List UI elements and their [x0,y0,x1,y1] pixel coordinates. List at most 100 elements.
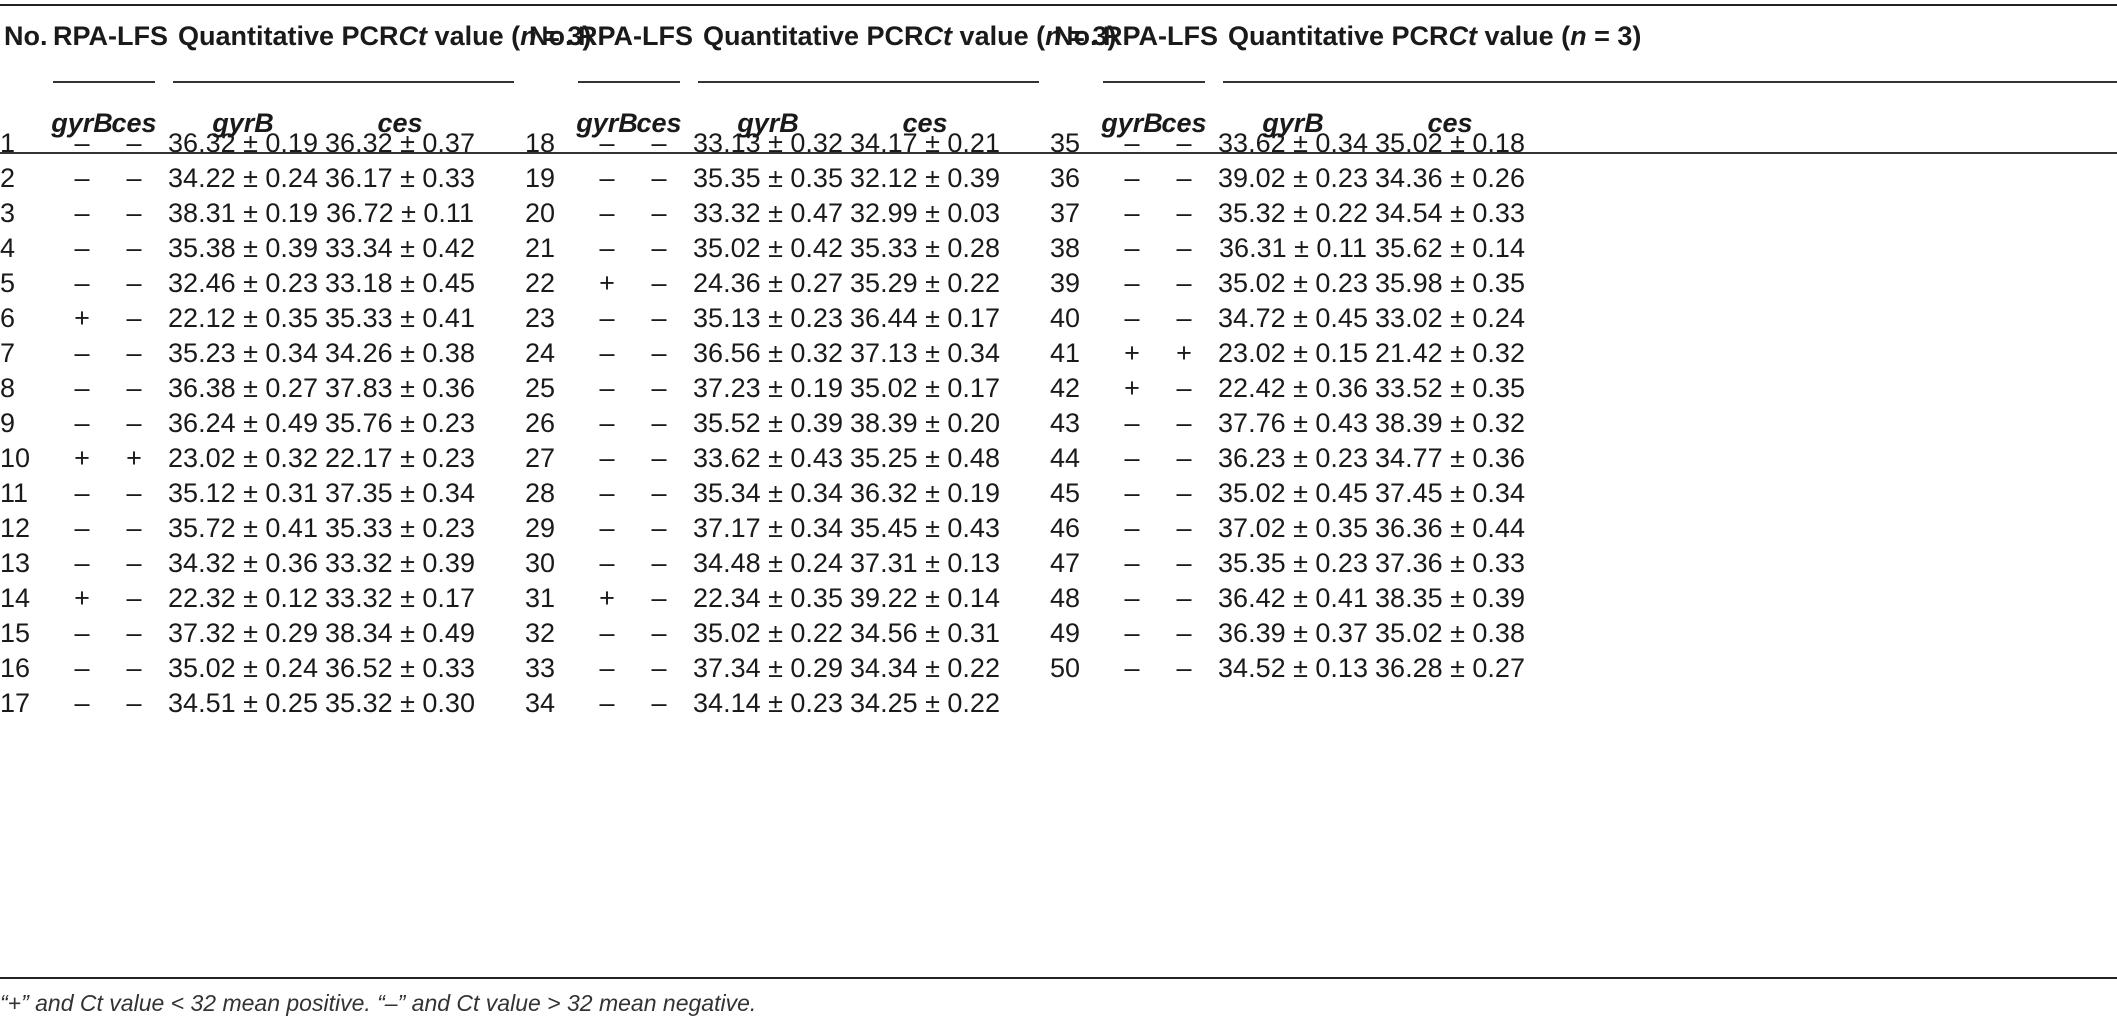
cell-rpa-ces: – [1176,618,1192,648]
cell-rpa-ces: – [126,338,142,368]
cell-sample-no: 43 [1050,408,1081,438]
subheader-gyrb-ct: gyrB [1262,108,1324,138]
cell-sample-no: 23 [525,303,556,333]
cell-ct-gyrb: 35.32 ± 0.22 [1218,198,1368,228]
subheader-ces-rpa: ces [636,108,682,138]
cell-rpa-gyrb: – [1124,583,1140,613]
cell-ct-ces: 35.33 ± 0.28 [850,233,1000,263]
cell-rpa-ces: – [651,198,667,228]
cell-ct-gyrb: 34.51 ± 0.25 [168,688,318,718]
cell-sample-no: 20 [525,198,556,228]
cell-sample-no: 30 [525,548,556,578]
cell-sample-no: 19 [525,163,556,193]
qpcr-span-rule [1223,81,2117,83]
rpa-lfs-span-rule [53,81,155,83]
cell-ct-gyrb: 24.36 ± 0.27 [693,268,843,298]
cell-rpa-ces: – [126,268,142,298]
cell-rpa-gyrb: – [1124,163,1140,193]
cell-ct-gyrb: 36.56 ± 0.32 [693,338,843,368]
cell-ct-ces: 33.32 ± 0.39 [325,548,475,578]
cell-rpa-gyrb: – [599,128,615,158]
cell-ct-ces: 34.17 ± 0.21 [850,128,1000,158]
cell-ct-gyrb: 35.34 ± 0.34 [693,478,843,508]
cell-sample-no: 24 [525,338,556,368]
cell-rpa-gyrb: + [1124,338,1140,368]
cell-ct-gyrb: 38.31 ± 0.19 [168,198,318,228]
cell-sample-no: 47 [1050,548,1081,578]
qpcr-span-rule [698,81,1039,83]
cell-ct-ces: 35.76 ± 0.23 [325,408,475,438]
cell-ct-gyrb: 37.17 ± 0.34 [693,513,843,543]
cell-ct-gyrb: 35.38 ± 0.39 [168,233,318,263]
cell-rpa-gyrb: + [1124,373,1140,403]
cell-rpa-ces: – [126,688,142,718]
cell-ct-ces: 38.39 ± 0.20 [850,408,1000,438]
cell-ct-ces: 33.02 ± 0.24 [1375,303,1525,333]
cell-ct-gyrb: 36.32 ± 0.19 [168,128,318,158]
cell-rpa-ces: – [126,478,142,508]
cell-sample-no: 5 [0,268,16,298]
cell-rpa-gyrb: – [599,478,615,508]
cell-rpa-gyrb: – [74,688,90,718]
cell-ct-ces: 36.36 ± 0.44 [1375,513,1525,543]
cell-ct-ces: 33.52 ± 0.35 [1375,373,1525,403]
cell-ct-gyrb: 36.23 ± 0.23 [1218,443,1368,473]
cell-rpa-gyrb: – [74,338,90,368]
rpa-lfs-span-rule [1103,81,1205,83]
header-no: No. [1054,21,1098,51]
cell-rpa-gyrb: – [1124,408,1140,438]
cell-rpa-gyrb: – [74,198,90,228]
cell-ct-ces: 34.36 ± 0.26 [1375,163,1525,193]
cell-rpa-ces: – [1176,163,1192,193]
cell-rpa-ces: – [1176,513,1192,543]
cell-sample-no: 44 [1050,443,1081,473]
cell-sample-no: 37 [1050,198,1081,228]
cell-sample-no: 13 [0,548,31,578]
cell-ct-gyrb: 36.39 ± 0.37 [1218,618,1368,648]
cell-sample-no: 29 [525,513,556,543]
cell-sample-no: 39 [1050,268,1081,298]
cell-rpa-gyrb: – [599,198,615,228]
subheader-gyrb-ct: gyrB [212,108,274,138]
cell-ct-gyrb: 37.23 ± 0.19 [693,373,843,403]
cell-rpa-gyrb: – [74,268,90,298]
subheader-ces-ct: ces [377,108,423,138]
cell-rpa-ces: – [1176,443,1192,473]
cell-ct-ces: 35.02 ± 0.17 [850,373,1000,403]
cell-ct-ces: 36.44 ± 0.17 [850,303,1000,333]
cell-ct-ces: 38.35 ± 0.39 [1375,583,1525,613]
cell-rpa-gyrb: – [599,443,615,473]
cell-ct-ces: 35.25 ± 0.48 [850,443,1000,473]
cell-ct-gyrb: 35.02 ± 0.23 [1218,268,1368,298]
table-footnote: “+” and Ct value < 32 mean positive. “–”… [0,990,757,1016]
cell-ct-ces: 32.99 ± 0.03 [850,198,1000,228]
cell-sample-no: 22 [525,268,556,298]
cell-rpa-ces: – [651,338,667,368]
cell-rpa-ces: – [651,408,667,438]
cell-ct-gyrb: 34.48 ± 0.24 [693,548,843,578]
cell-sample-no: 32 [525,618,556,648]
cell-sample-no: 33 [525,653,556,683]
cell-ct-gyrb: 35.02 ± 0.24 [168,653,318,683]
cell-rpa-ces: – [126,198,142,228]
cell-ct-ces: 34.26 ± 0.38 [325,338,475,368]
cell-ct-gyrb: 35.13 ± 0.23 [693,303,843,333]
table-bottom-rule [0,977,2117,979]
cell-rpa-gyrb: – [599,618,615,648]
cell-rpa-ces: – [1176,653,1192,683]
cell-rpa-gyrb: – [74,653,90,683]
cell-ct-gyrb: 33.62 ± 0.34 [1218,128,1368,158]
cell-sample-no: 36 [1050,163,1081,193]
cell-rpa-gyrb: – [1124,653,1140,683]
cell-rpa-gyrb: – [1124,443,1140,473]
cell-ct-gyrb: 32.46 ± 0.23 [168,268,318,298]
cell-rpa-gyrb: – [1124,268,1140,298]
cell-rpa-gyrb: – [74,373,90,403]
cell-sample-no: 38 [1050,233,1081,263]
header-bottom-rule [0,152,2117,154]
cell-ct-gyrb: 36.42 ± 0.41 [1218,583,1368,613]
cell-sample-no: 17 [0,688,31,718]
cell-ct-ces: 35.02 ± 0.18 [1375,128,1525,158]
cell-rpa-gyrb: – [74,128,90,158]
cell-rpa-gyrb: – [599,163,615,193]
